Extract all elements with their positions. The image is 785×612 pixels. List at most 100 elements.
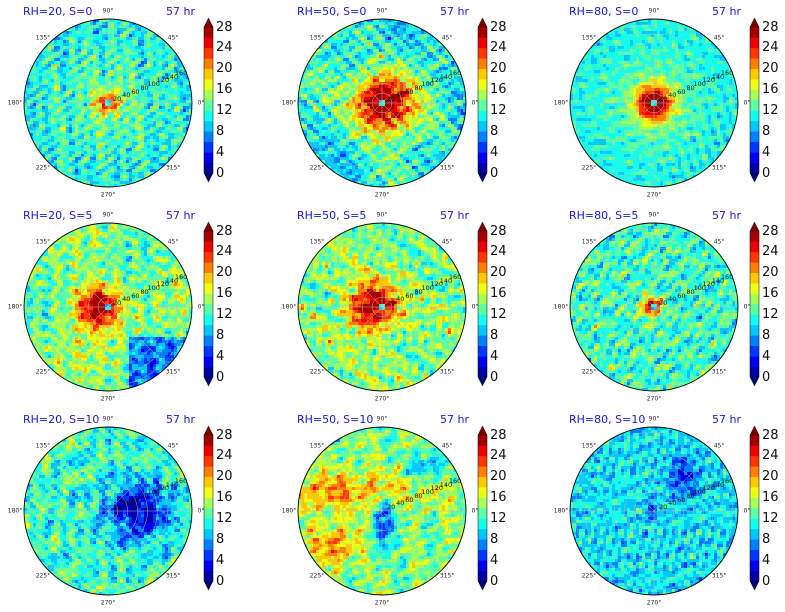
radial-tick-label: 100 (693, 284, 705, 292)
angular-grid-line (322, 510, 383, 571)
angle-tick-label: 135° (582, 34, 596, 41)
colorbar-tick-label: 4 (216, 350, 224, 363)
colorbar-tick-label: 20 (762, 470, 779, 483)
radial-tick-label: 120 (703, 484, 715, 492)
colorbar-extend-max (203, 425, 214, 436)
colorbar-segment (478, 497, 487, 509)
polar-panel-1 (23, 18, 193, 188)
angular-grid-line (381, 102, 442, 163)
radial-tick-label: 80 (414, 84, 422, 92)
angle-tick-label: 90° (649, 212, 660, 219)
radial-tick-label: 140 (712, 277, 724, 285)
colorbar-tick-label: 16 (216, 287, 233, 300)
radial-tick-label: 40 (122, 91, 130, 99)
colorbar-segment (478, 27, 487, 38)
radial-tick-label: 20 (659, 503, 667, 511)
radial-tick-label: 60 (677, 292, 685, 300)
colorbar-extend-max (477, 425, 488, 436)
colorbar-segment (478, 293, 487, 305)
angle-tick-label: 135° (582, 238, 596, 245)
radial-tick-label: 140 (712, 73, 724, 81)
radial-tick-label: 80 (686, 492, 694, 500)
radial-tick-label: 160 (721, 69, 733, 77)
radial-tick-label: 160 (175, 477, 187, 485)
panel-time: 57 hr (166, 413, 195, 426)
colorbar-tick-label: 24 (490, 449, 507, 462)
colorbar-tick-label: 28 (490, 21, 507, 34)
colorbar-segment (204, 47, 213, 59)
colorbar-segment (750, 366, 759, 378)
radial-tick-label: 60 (131, 496, 139, 504)
angle-tick-label: 315° (712, 165, 726, 172)
colorbar-segment (750, 152, 759, 163)
colorbar-segment (750, 37, 759, 49)
polar-panel-5 (297, 222, 467, 392)
colorbar-segment (478, 314, 487, 326)
colorbar-segment (478, 79, 487, 90)
angle-tick-label: 135° (310, 442, 324, 449)
colorbar-segment (750, 241, 759, 253)
angle-tick-label: 180° (282, 508, 296, 515)
angle-tick-label: 90° (377, 212, 388, 219)
colorbar-tick-label: 4 (216, 554, 224, 567)
polar-axis-outline (569, 222, 739, 392)
colorbar-tick-label: 20 (216, 266, 233, 279)
radial-tick-label: 40 (668, 91, 676, 99)
angle-tick-label: 0° (472, 304, 479, 311)
colorbar-tick-label: 28 (490, 225, 507, 238)
colorbar-tick-label: 16 (216, 491, 233, 504)
angular-grid-line (653, 510, 714, 571)
colorbar-tick-label: 20 (490, 62, 507, 75)
radial-tick-label: 40 (396, 91, 404, 99)
colorbar-tick-label: 28 (762, 225, 779, 238)
colorbar-segment (750, 89, 759, 101)
angle-tick-label: 270° (647, 600, 661, 607)
colorbar-tick-label: 8 (490, 533, 498, 546)
angle-tick-label: 315° (440, 165, 454, 172)
colorbar-segment (750, 518, 759, 530)
angular-grid-line (381, 510, 442, 571)
colorbar-tick-label: 0 (762, 371, 770, 384)
angular-grid-line (653, 306, 714, 367)
colorbar-tick-label: 4 (762, 350, 770, 363)
colorbar-segment (478, 304, 487, 315)
colorbar-segment (478, 345, 487, 357)
colorbar-segment (204, 37, 213, 49)
angular-grid-line (381, 306, 442, 367)
radial-tick-label: 120 (703, 280, 715, 288)
angle-tick-label: 45° (442, 238, 453, 245)
radial-tick-label: 80 (686, 84, 694, 92)
angle-tick-label: 90° (103, 416, 114, 423)
radial-tick-label: 40 (122, 295, 130, 303)
colorbar-tick-label: 16 (216, 83, 233, 96)
angle-tick-label: 180° (554, 508, 568, 515)
angular-grid-line (594, 451, 655, 512)
colorbar-segment (204, 79, 213, 90)
colorbar-tick-label: 24 (762, 245, 779, 258)
colorbar-segment (478, 324, 487, 336)
radial-tick-label: 80 (140, 492, 148, 500)
angle-tick-label: 225° (310, 573, 324, 580)
colorbar-tick-label: 20 (762, 266, 779, 279)
contour-field (570, 19, 738, 187)
panel-title: RH=20, S=5 (23, 209, 92, 222)
angular-grid-line (48, 102, 109, 163)
colorbar-extend-min (477, 580, 488, 591)
colorbar (749, 17, 760, 183)
panel-time: 57 hr (166, 209, 195, 222)
panel-time: 57 hr (712, 5, 741, 18)
angular-grid-line (381, 247, 442, 308)
panel-title: RH=20, S=0 (23, 5, 92, 18)
angular-grid-line (594, 43, 655, 104)
angle-tick-label: 45° (714, 34, 725, 41)
angle-tick-label: 315° (440, 573, 454, 580)
panel-title: RH=80, S=0 (569, 5, 638, 18)
colorbar-extend-min (477, 172, 488, 183)
polar-panel-9 (569, 426, 739, 596)
radial-tick-label: 100 (421, 80, 433, 88)
angle-tick-label: 135° (310, 34, 324, 41)
colorbar-segment (478, 455, 487, 467)
panel-time: 57 hr (166, 5, 195, 18)
angle-tick-label: 270° (647, 396, 661, 403)
